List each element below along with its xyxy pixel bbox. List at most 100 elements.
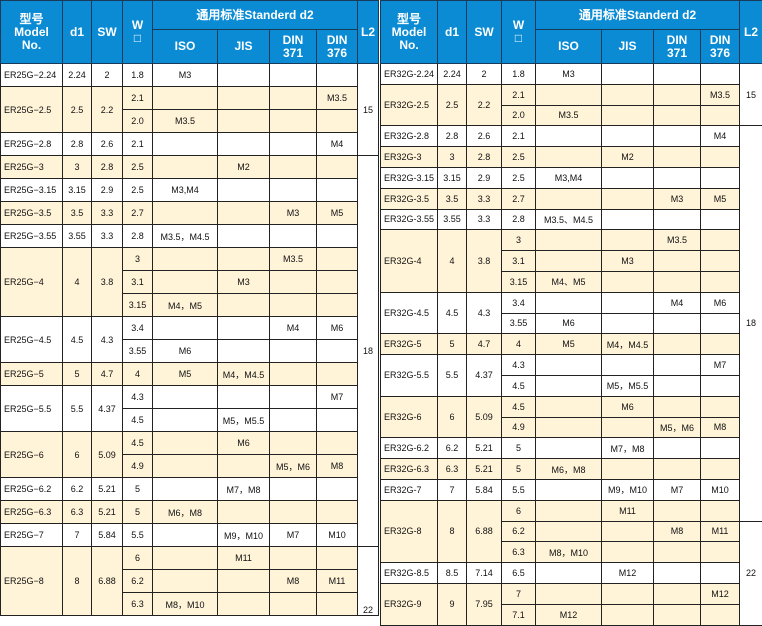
sw-cell: 5.84 xyxy=(92,524,123,547)
din376-cell xyxy=(317,593,358,616)
iso-cell xyxy=(536,583,602,604)
w-cell: 7 xyxy=(502,583,536,604)
din376-cell xyxy=(701,167,740,188)
sw-cell: 5.21 xyxy=(92,478,123,501)
jis-cell: M6 xyxy=(218,432,270,455)
jis-cell: M3 xyxy=(602,251,654,272)
d1-cell: 2.5 xyxy=(438,84,467,126)
model-cell: ER32G-5 xyxy=(381,334,438,355)
sw-cell: 3.8 xyxy=(92,248,123,317)
jis-cell xyxy=(218,110,270,133)
w-cell: 6.3 xyxy=(123,593,153,616)
din371-cell xyxy=(654,542,701,563)
jis-cell xyxy=(602,126,654,147)
din376-cell xyxy=(701,396,740,417)
sw-cell: 2.2 xyxy=(467,84,502,126)
d1-cell: 3.5 xyxy=(63,202,92,225)
din371-cell xyxy=(654,64,701,85)
d1-cell: 2.24 xyxy=(63,64,92,87)
din376-cell xyxy=(317,179,358,202)
din371-cell: M3.5 xyxy=(270,248,317,271)
iso-cell xyxy=(536,375,602,396)
din371-cell xyxy=(270,294,317,317)
w-cell: 2.1 xyxy=(123,87,153,110)
din371-cell xyxy=(270,363,317,386)
sw-cell: 3.3 xyxy=(467,209,502,230)
din371-cell xyxy=(270,179,317,202)
iso-cell xyxy=(536,521,602,542)
iso-cell xyxy=(536,355,602,376)
sw-cell: 2.8 xyxy=(467,147,502,168)
d1-cell: 5 xyxy=(63,363,92,386)
iso-cell xyxy=(153,455,218,478)
sw-cell: 4.7 xyxy=(92,363,123,386)
sw-cell: 2.6 xyxy=(92,133,123,156)
iso-cell xyxy=(536,563,602,584)
din371-cell xyxy=(270,593,317,616)
w-cell: 4.5 xyxy=(123,432,153,455)
din376-cell: M6 xyxy=(701,292,740,313)
model-cell: ER25G−2.5 xyxy=(1,87,63,133)
w-cell: 5.5 xyxy=(502,479,536,500)
jis-cell xyxy=(602,230,654,251)
din371-cell: M4 xyxy=(270,317,317,340)
model-cell: ER32G-6.3 xyxy=(381,459,438,480)
sw-cell: 4.7 xyxy=(467,334,502,355)
din371-cell xyxy=(654,438,701,459)
jis-cell xyxy=(602,105,654,126)
header-l2: L2 xyxy=(740,1,762,64)
sw-cell: 7.95 xyxy=(467,583,502,625)
model-cell: ER25G−7 xyxy=(1,524,63,547)
din371-cell: M8 xyxy=(270,570,317,593)
w-cell: 2.0 xyxy=(123,110,153,133)
w-cell: 1.8 xyxy=(502,64,536,85)
din371-cell xyxy=(654,459,701,480)
din371-cell xyxy=(270,501,317,524)
w-cell: 3.1 xyxy=(123,271,153,294)
d1-cell: 6.2 xyxy=(438,438,467,459)
w-cell: 2.5 xyxy=(123,179,153,202)
jis-cell xyxy=(602,64,654,85)
din376-cell xyxy=(317,501,358,524)
w-cell: 3.55 xyxy=(123,340,153,363)
iso-cell: M3.5，M4.5 xyxy=(153,225,218,248)
din371-cell xyxy=(270,409,317,432)
din371-cell xyxy=(654,355,701,376)
d1-cell: 6.2 xyxy=(63,478,92,501)
din376-cell xyxy=(317,294,358,317)
din371-cell: M5，M6 xyxy=(654,417,701,438)
jis-cell xyxy=(602,209,654,230)
din371-cell xyxy=(270,271,317,294)
iso-cell xyxy=(153,133,218,156)
jis-cell: M2 xyxy=(218,156,270,179)
din376-cell xyxy=(317,340,358,363)
jis-cell xyxy=(218,501,270,524)
header-standard-d2: 通用标准Standerd d2 xyxy=(153,1,358,30)
iso-cell xyxy=(153,156,218,179)
din376-cell xyxy=(317,363,358,386)
din376-cell xyxy=(317,248,358,271)
header-iso: ISO xyxy=(153,30,218,64)
din371-cell xyxy=(270,340,317,363)
sw-cell: 5.21 xyxy=(467,438,502,459)
iso-cell xyxy=(536,147,602,168)
jis-cell xyxy=(602,521,654,542)
model-cell: ER32G-6 xyxy=(381,396,438,438)
jis-cell xyxy=(218,294,270,317)
sw-cell: 2.9 xyxy=(467,167,502,188)
din376-cell: M10 xyxy=(317,524,358,547)
jis-cell xyxy=(218,225,270,248)
jis-cell: M11 xyxy=(602,500,654,521)
sw-cell: 2.6 xyxy=(467,126,502,147)
iso-cell: M6，M8 xyxy=(536,459,602,480)
